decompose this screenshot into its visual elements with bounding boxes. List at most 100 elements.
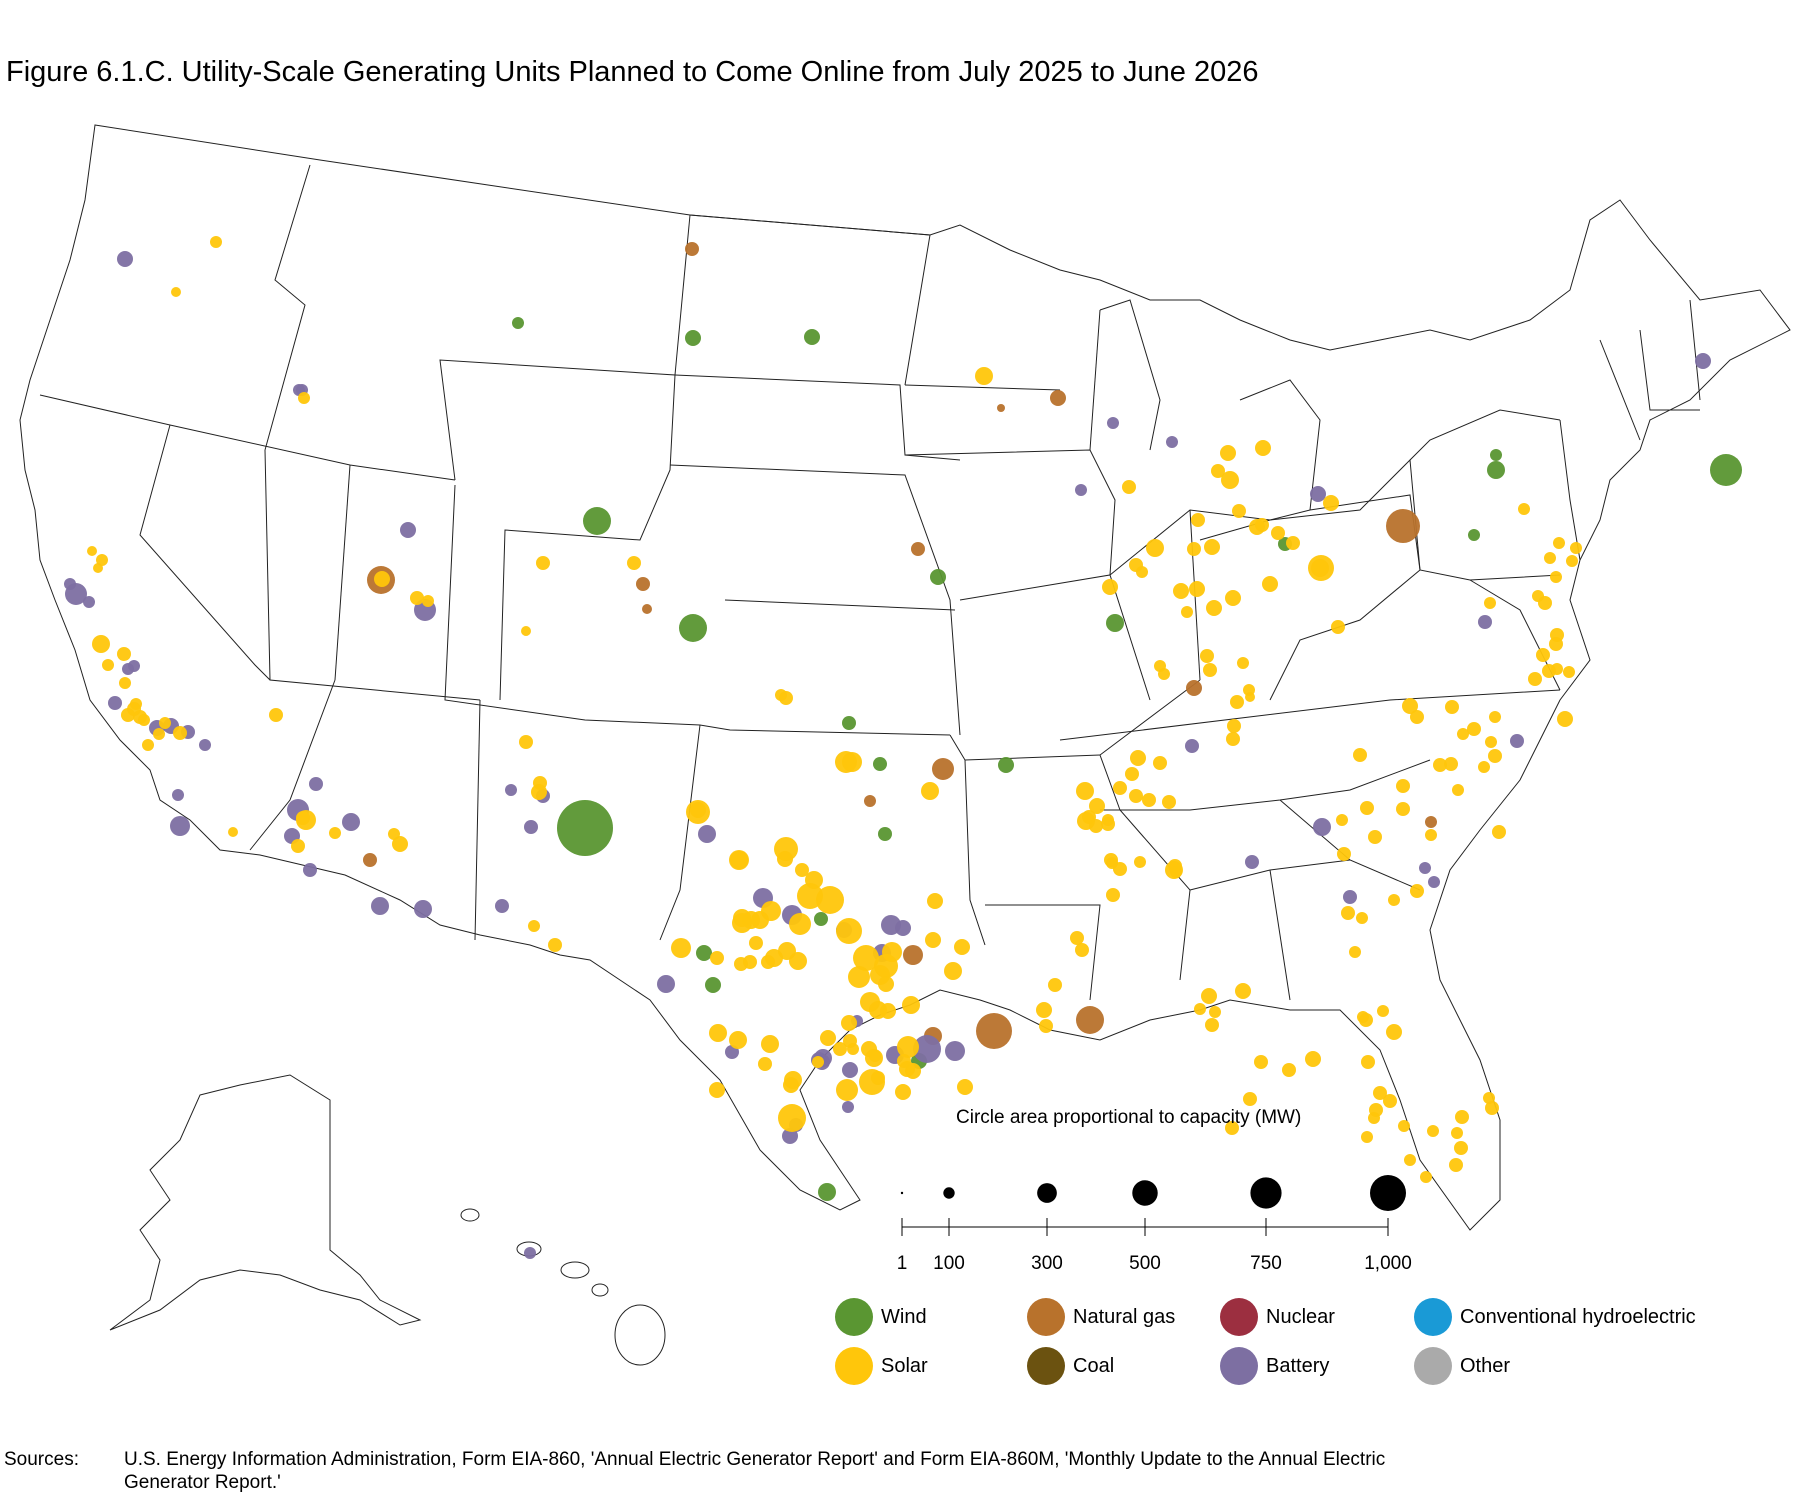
fuel-legend-label: Conventional hydroelectric: [1460, 1305, 1696, 1328]
us-map: [19, 124, 1791, 1366]
plant-marker: [882, 942, 902, 962]
plant-marker: [814, 912, 828, 926]
plant-marker: [410, 591, 424, 605]
plant-marker: [1386, 1024, 1402, 1040]
plant-marker: [1402, 698, 1418, 714]
plant-marker: [1410, 884, 1424, 898]
plant-marker: [512, 317, 524, 329]
plant-marker: [171, 287, 181, 297]
plant-marker: [1070, 931, 1084, 945]
plant-marker: [795, 863, 809, 877]
plant-marker: [696, 945, 712, 961]
plant-marker: [864, 795, 876, 807]
plant-marker: [1487, 461, 1505, 479]
plant-marker: [1343, 890, 1357, 904]
plant-marker: [1237, 657, 1249, 669]
plant-marker: [1129, 789, 1143, 803]
plant-marker: [1313, 818, 1331, 836]
plant-marker: [414, 900, 432, 918]
plant-marker: [519, 735, 533, 749]
plant-marker: [521, 626, 531, 636]
plant-marker: [1489, 711, 1501, 723]
plant-marker: [871, 1071, 885, 1085]
plant-marker: [636, 577, 650, 591]
plant-marker: [495, 899, 509, 913]
plant-marker: [1360, 801, 1374, 815]
plant-marker: [1191, 513, 1205, 527]
plant-marker: [895, 920, 911, 936]
plant-marker: [1420, 1171, 1432, 1183]
plant-marker: [816, 886, 844, 914]
plant-marker: [1201, 988, 1217, 1004]
plant-marker: [1349, 946, 1361, 958]
plant-marker: [957, 1079, 973, 1095]
plant-marker: [1220, 445, 1236, 461]
plant-marker: [1566, 555, 1578, 567]
plant-marker: [1206, 600, 1222, 616]
plant-marker: [1485, 1101, 1499, 1115]
plant-marker: [1490, 449, 1502, 461]
plant-marker: [1136, 566, 1148, 578]
plant-marker: [869, 1050, 881, 1062]
plant-marker: [1146, 539, 1164, 557]
plant-marker: [1075, 943, 1089, 957]
plant-marker: [841, 1015, 857, 1031]
plant-marker: [1130, 750, 1146, 766]
plant-marker: [153, 728, 165, 740]
plant-marker: [749, 936, 763, 950]
plant-marker: [1361, 1131, 1373, 1143]
plant-marker: [392, 836, 408, 852]
plant-marker: [848, 966, 870, 988]
plant-marker: [927, 893, 943, 909]
plant-marker: [847, 1043, 859, 1055]
plant-marker: [1311, 559, 1329, 577]
plant-marker: [1695, 353, 1711, 369]
plant-marker: [374, 571, 390, 587]
plant-marker: [685, 242, 699, 256]
sources-text: U.S. Energy Information Administration, …: [124, 1449, 1386, 1493]
fuel-legend-label: Nuclear: [1266, 1305, 1335, 1328]
plant-marker: [1225, 1121, 1239, 1135]
size-legend-circle: [1370, 1175, 1406, 1211]
plant-marker: [1373, 1086, 1387, 1100]
plant-marker: [1455, 1110, 1469, 1124]
plant-marker: [531, 784, 547, 800]
plant-marker: [761, 901, 781, 921]
plant-marker: [685, 330, 701, 346]
plant-marker: [742, 911, 760, 929]
plant-marker: [1451, 1127, 1463, 1139]
plant-marker: [1323, 495, 1339, 511]
fuel-swatch: [1414, 1347, 1452, 1385]
plant-marker: [1544, 552, 1556, 564]
plant-marker: [371, 897, 389, 915]
plant-marker: [1368, 1112, 1380, 1124]
plant-marker: [1186, 680, 1202, 696]
plant-marker: [743, 955, 757, 969]
plant-marker: [1427, 1125, 1439, 1137]
plant-marker: [913, 1035, 941, 1063]
plant-marker: [536, 556, 550, 570]
plant-marker: [1433, 758, 1447, 772]
plant-marker: [303, 863, 317, 877]
plant-marker: [998, 757, 1014, 773]
plant-marker: [1468, 529, 1480, 541]
size-legend-circle: [900, 1191, 904, 1195]
plant-marker: [1452, 784, 1464, 796]
plant-marker: [102, 659, 114, 671]
us-outline: [19, 124, 1791, 1231]
plant-marker: [1570, 542, 1582, 554]
fuel-legend-item: Natural gas: [1027, 1297, 1175, 1337]
plant-marker: [789, 913, 811, 935]
plant-marker: [199, 739, 211, 751]
plant-marker: [1467, 722, 1481, 736]
size-legend: [900, 1175, 1406, 1236]
plant-marker: [1353, 748, 1367, 762]
plant-marker: [1410, 710, 1424, 724]
plant-marker: [1076, 782, 1094, 800]
plant-marker: [853, 945, 879, 971]
size-legend-label: 1: [896, 1253, 908, 1274]
sources-label: Sources:: [4, 1449, 79, 1470]
plant-marker: [1245, 855, 1259, 869]
plant-marker: [1341, 906, 1355, 920]
plant-marker: [1386, 509, 1420, 543]
